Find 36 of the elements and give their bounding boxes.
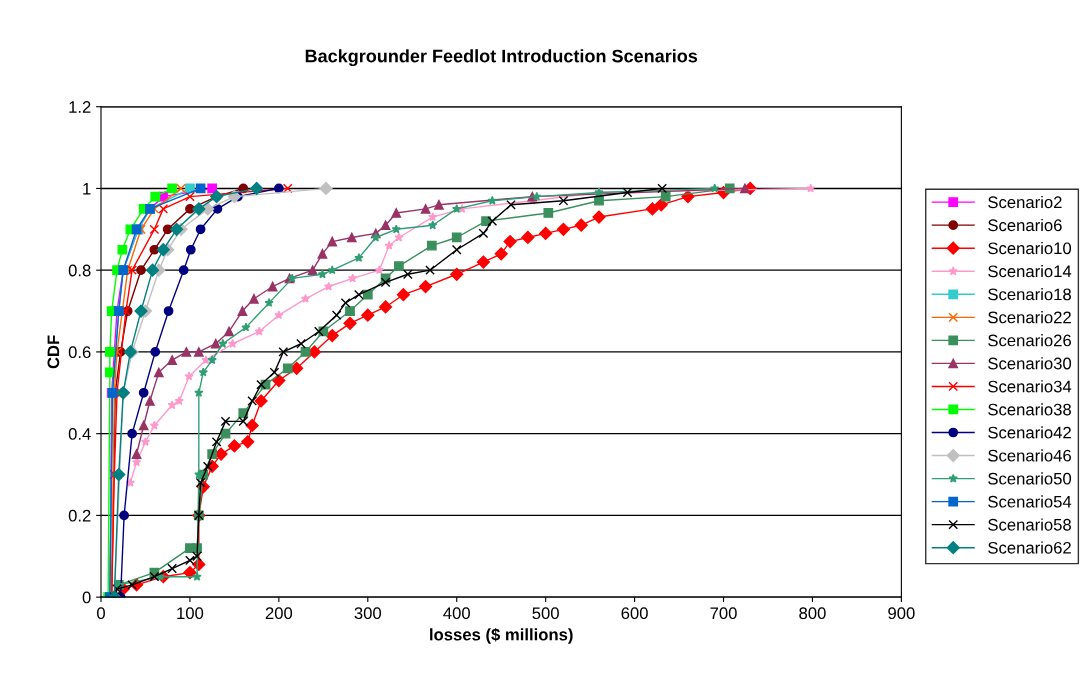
y-tick-label: 0 bbox=[82, 591, 91, 604]
x-tick-label: 800 bbox=[799, 607, 826, 620]
x-tick-label: 300 bbox=[354, 607, 382, 620]
chart-title: Backgrounder Feedlot Introduction Scenarios bbox=[305, 49, 698, 67]
x-tick-label: 900 bbox=[888, 607, 915, 620]
legend-label: Scenario6 bbox=[988, 218, 1062, 232]
x-tick-label: 600 bbox=[621, 607, 648, 620]
legend-label: Scenario38 bbox=[988, 403, 1071, 416]
legend-label: Scenario42 bbox=[988, 426, 1071, 439]
legend-label: Scenario2 bbox=[988, 195, 1062, 209]
legend-label: Scenario30 bbox=[988, 357, 1072, 370]
legend-label: Scenario22 bbox=[988, 311, 1071, 324]
y-tick-label: 1.2 bbox=[69, 101, 91, 113]
y-tick-label: 1 bbox=[83, 183, 91, 195]
legend-label: Scenario14 bbox=[988, 265, 1072, 278]
x-tick-label: 500 bbox=[532, 607, 559, 620]
legend-label: Scenario18 bbox=[988, 288, 1071, 301]
legend-label: Scenario26 bbox=[988, 334, 1071, 347]
legend-label: Scenario10 bbox=[988, 241, 1072, 255]
x-tick-label: 400 bbox=[443, 607, 470, 620]
x-tick-label: 100 bbox=[177, 607, 204, 620]
y-axis-title: CDF bbox=[47, 335, 60, 369]
legend-label: Scenario54 bbox=[988, 495, 1072, 508]
legend-label: Scenario50 bbox=[988, 472, 1072, 485]
y-tick-label: 0.2 bbox=[68, 509, 91, 522]
y-tick-label: 0.6 bbox=[68, 346, 91, 359]
x-tick-label: 700 bbox=[710, 607, 737, 620]
x-axis-title: losses ($ millions) bbox=[430, 627, 573, 644]
y-tick-label: 0.8 bbox=[68, 264, 91, 277]
x-tick-label: 200 bbox=[265, 607, 293, 620]
legend-label: Scenario58 bbox=[988, 518, 1071, 531]
legend-label: Scenario46 bbox=[988, 449, 1071, 462]
y-tick-label: 0.4 bbox=[68, 428, 91, 440]
legend-label: Scenario34 bbox=[988, 380, 1072, 393]
legend-label: Scenario62 bbox=[988, 541, 1071, 554]
x-tick-label: 0 bbox=[97, 607, 105, 620]
